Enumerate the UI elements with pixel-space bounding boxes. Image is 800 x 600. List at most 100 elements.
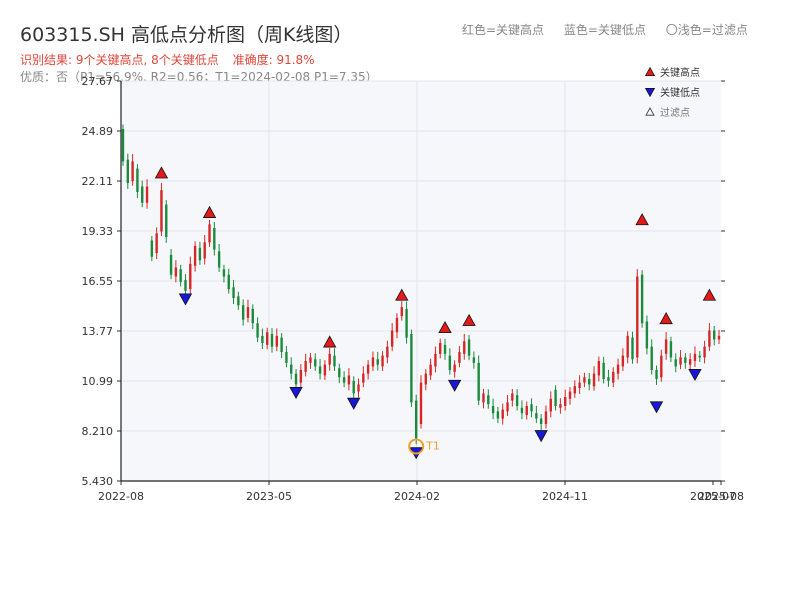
candle-body <box>592 373 596 387</box>
candle-body <box>371 357 375 367</box>
candle-body <box>554 389 557 406</box>
key-high-marker <box>395 288 409 301</box>
candle-body <box>145 186 149 203</box>
candle-body <box>184 280 187 291</box>
candle-body <box>501 409 504 419</box>
candle-body <box>227 274 230 290</box>
x-tick-label: 2025-07 <box>690 490 736 503</box>
candle-body <box>150 240 154 257</box>
candle-body <box>251 308 254 324</box>
candle-body <box>390 330 394 347</box>
y-tick-label: 5.430 <box>82 475 114 488</box>
candle-body <box>703 346 706 358</box>
key-low-marker <box>347 397 361 410</box>
candle-body <box>232 287 235 299</box>
candle-body <box>121 129 125 162</box>
candle-body <box>684 357 687 363</box>
marker-layer: T1 <box>154 166 717 460</box>
key-high-marker <box>635 213 649 226</box>
candle-body <box>664 339 668 354</box>
candle-body <box>309 357 312 363</box>
candle-body <box>515 395 519 406</box>
t1-label: T1 <box>425 439 440 452</box>
candle-body <box>588 379 591 385</box>
legend-text-red: 红色=关键高点 <box>462 23 545 37</box>
candle-body <box>338 368 341 378</box>
candle-body <box>314 359 317 367</box>
candle-body <box>520 407 524 414</box>
legend-label: 过滤点 <box>660 106 690 119</box>
candle-body <box>511 393 514 401</box>
candle-body <box>679 357 682 365</box>
legend-text-light: 〇浅色=过滤点 <box>665 23 748 37</box>
candle-body <box>169 254 173 275</box>
candle-body <box>261 335 264 344</box>
key-low-marker <box>534 430 548 443</box>
candle-body <box>400 307 403 317</box>
candle-body <box>645 321 649 349</box>
legend-label: 关键高点 <box>660 66 700 79</box>
candle-body <box>539 418 543 424</box>
candle-body <box>477 362 480 401</box>
candle-body <box>597 361 601 376</box>
y-tick-label: 19.33 <box>82 225 114 238</box>
candle-body <box>559 404 562 408</box>
candle-body <box>275 335 279 347</box>
candle-body <box>573 386 577 394</box>
candle-body <box>525 406 528 415</box>
legend-label: 关键低点 <box>660 86 700 99</box>
candle-body <box>241 305 245 320</box>
candle-body <box>549 398 552 412</box>
candle-body <box>136 168 139 192</box>
candle-body <box>626 335 629 358</box>
candle-body <box>487 395 490 405</box>
candle-body <box>285 352 288 363</box>
candle-body <box>395 317 399 333</box>
chart-title: 603315.SH 高低点分析图（周K线图） <box>20 24 353 46</box>
candle-body <box>174 267 178 277</box>
legend-high-icon <box>644 66 656 76</box>
candle-body <box>357 384 360 392</box>
candle-body <box>246 307 250 318</box>
candle-body <box>583 377 586 383</box>
candle-layer <box>121 124 721 445</box>
candle-body <box>290 364 293 374</box>
candle-body <box>318 366 322 374</box>
candle-body <box>621 355 625 367</box>
candle-body <box>640 274 644 324</box>
legend-filtered-icon <box>645 107 655 116</box>
candle-body <box>208 224 211 243</box>
candle-body <box>708 330 711 347</box>
key-low-marker <box>289 387 303 400</box>
candle-body <box>660 355 663 378</box>
candle-body <box>530 404 533 412</box>
candle-body <box>482 393 485 403</box>
candle-body <box>693 353 697 362</box>
legend-text-blue: 蓝色=关键低点 <box>563 23 646 37</box>
key-high-marker <box>322 335 337 348</box>
candle-body <box>453 364 456 372</box>
candle-body <box>674 359 677 367</box>
candle-body <box>294 373 298 385</box>
candle-body <box>506 402 509 412</box>
x-tick-label: 2024-11 <box>542 490 588 503</box>
candle-body <box>472 357 476 363</box>
candle-body <box>256 323 259 338</box>
candle-body <box>213 227 216 250</box>
x-tick-label: 2025-08 <box>698 490 744 503</box>
candle-body <box>265 332 269 345</box>
key-high-marker <box>154 166 169 179</box>
candle-body <box>443 344 447 354</box>
candle-body <box>131 161 134 182</box>
candle-body <box>414 400 418 439</box>
y-tick-label: 16.55 <box>82 275 114 288</box>
candle-body <box>141 186 144 203</box>
candle-body <box>376 359 379 365</box>
candle-body <box>222 269 226 277</box>
candle-body <box>602 362 605 380</box>
candle-body <box>198 247 202 261</box>
candle-body <box>568 391 572 399</box>
accuracy-text: 准确度: 91.8% <box>232 53 315 67</box>
axis-layer: 27.67 24.89 22.11 19.33 16.55 13.77 10.99 8.210… <box>82 75 744 503</box>
